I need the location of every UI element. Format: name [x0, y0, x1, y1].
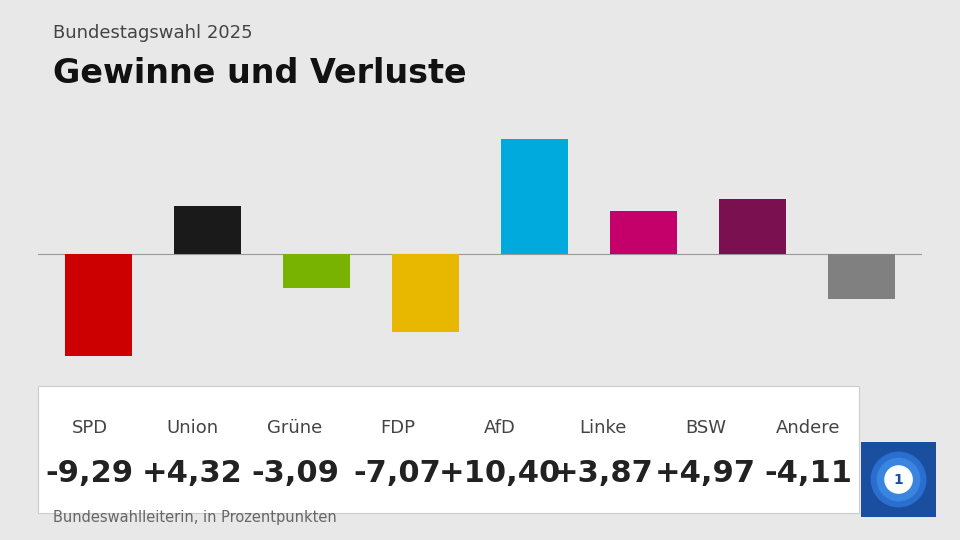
Text: BSW: BSW [684, 419, 726, 437]
Circle shape [872, 453, 925, 507]
Text: FDP: FDP [380, 419, 415, 437]
Bar [64, 254, 132, 356]
Bar [828, 254, 896, 299]
Bar [392, 254, 459, 332]
FancyBboxPatch shape [858, 440, 939, 519]
Bar [719, 199, 786, 254]
Text: Bundestagswahl 2025: Bundestagswahl 2025 [53, 24, 252, 42]
Bar [610, 211, 678, 254]
Circle shape [885, 466, 912, 493]
Text: -9,29: -9,29 [46, 460, 133, 488]
Text: -4,11: -4,11 [764, 460, 852, 488]
Text: Union: Union [166, 419, 218, 437]
Text: -7,07: -7,07 [353, 460, 442, 488]
Text: 1: 1 [894, 472, 903, 487]
Text: Bundeswahlleiterin, in Prozentpunkten: Bundeswahlleiterin, in Prozentpunkten [53, 510, 337, 525]
Text: Andere: Andere [776, 419, 840, 437]
Bar [282, 254, 350, 288]
Text: +4,97: +4,97 [655, 460, 756, 488]
Text: -3,09: -3,09 [251, 460, 339, 488]
Text: AfD: AfD [484, 419, 516, 437]
Bar [174, 206, 241, 254]
Text: +3,87: +3,87 [552, 460, 653, 488]
Circle shape [877, 458, 920, 501]
Text: Gewinne und Verluste: Gewinne und Verluste [53, 57, 467, 90]
Text: +4,32: +4,32 [142, 460, 243, 488]
Text: Linke: Linke [579, 419, 626, 437]
Text: Grüne: Grüne [267, 419, 323, 437]
Text: +10,40: +10,40 [439, 460, 562, 488]
Bar [501, 139, 568, 254]
Text: SPD: SPD [72, 419, 108, 437]
